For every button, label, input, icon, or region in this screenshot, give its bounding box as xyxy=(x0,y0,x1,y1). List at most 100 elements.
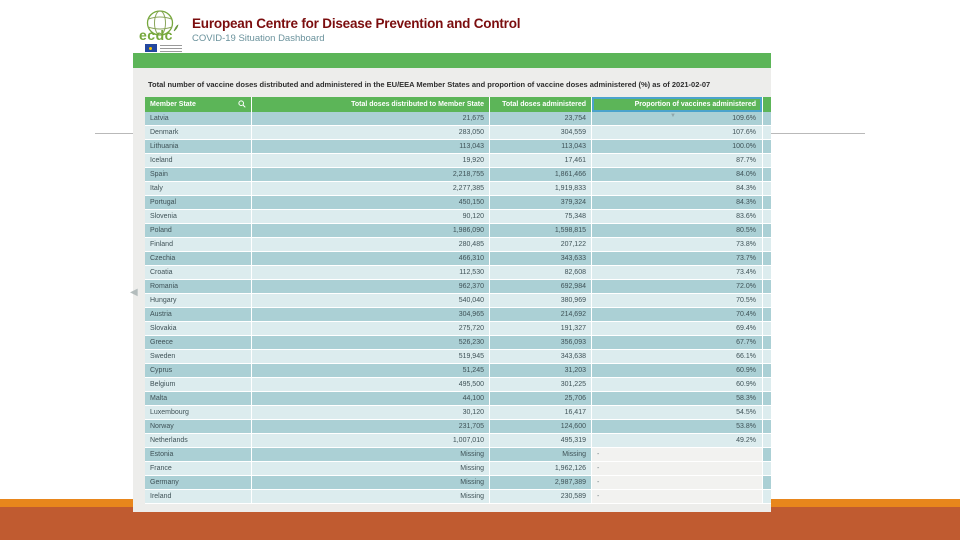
table-row[interactable]: Spain 2,218,755 1,861,466 84.0% xyxy=(145,168,771,182)
table-row[interactable]: Czechia 466,310 343,633 73.7% xyxy=(145,252,771,266)
column-header-proportion-selected[interactable]: Proportion of vaccines administered xyxy=(592,97,763,112)
proportion-cell: 54.5% xyxy=(592,406,763,420)
table-row[interactable]: France Missing 1,962,126 - xyxy=(145,462,771,476)
member-state-cell: Romania xyxy=(145,280,252,294)
member-state-cell: Slovakia xyxy=(145,322,252,336)
vaccine-table: Member State Total doses distributed to … xyxy=(145,97,771,504)
scrollbar-track-cell[interactable] xyxy=(763,168,771,182)
doses-administered-cell: 23,754 xyxy=(490,112,592,126)
table-row[interactable]: Germany Missing 2,987,389 - xyxy=(145,476,771,490)
scrollbar-track-cell[interactable] xyxy=(763,378,771,392)
table-row[interactable]: Portugal 450,150 379,324 84.3% xyxy=(145,196,771,210)
table-row[interactable]: Poland 1,986,090 1,598,815 80.5% xyxy=(145,224,771,238)
proportion-cell: 70.4% xyxy=(592,308,763,322)
member-state-cell: Cyprus xyxy=(145,364,252,378)
proportion-cell: 73.4% xyxy=(592,266,763,280)
doses-administered-cell: 301,225 xyxy=(490,378,592,392)
table-row[interactable]: Slovakia 275,720 191,327 69.4% xyxy=(145,322,771,336)
doses-administered-cell: 380,969 xyxy=(490,294,592,308)
table-row[interactable]: Slovenia 90,120 75,348 83.6% xyxy=(145,210,771,224)
member-state-cell: Greece xyxy=(145,336,252,350)
ecdc-logo-text: ecdc xyxy=(139,27,173,43)
table-row[interactable]: Sweden 519,945 343,638 66.1% xyxy=(145,350,771,364)
scrollbar-track-cell[interactable] xyxy=(763,280,771,294)
proportion-cell: 84.0% xyxy=(592,168,763,182)
table-row[interactable]: Estonia Missing Missing - xyxy=(145,448,771,462)
member-state-cell: Poland xyxy=(145,224,252,238)
doses-administered-cell: 82,608 xyxy=(490,266,592,280)
table-row[interactable]: Italy 2,277,385 1,919,833 84.3% xyxy=(145,182,771,196)
table-row[interactable]: Netherlands 1,007,010 495,319 49.2% xyxy=(145,434,771,448)
scrollbar-track-cell[interactable] xyxy=(763,448,771,462)
table-row[interactable]: Finland 280,485 207,122 73.8% xyxy=(145,238,771,252)
table-row[interactable]: Greece 526,230 356,093 67.7% xyxy=(145,336,771,350)
scrollbar-track-cell[interactable] xyxy=(763,294,771,308)
scrollbar-track-cell[interactable] xyxy=(763,126,771,140)
doses-administered-cell: 343,638 xyxy=(490,350,592,364)
scrollbar-track-cell[interactable] xyxy=(763,476,771,490)
table-row[interactable]: Belgium 495,500 301,225 60.9% xyxy=(145,378,771,392)
scrollbar-track-cell[interactable] xyxy=(763,154,771,168)
doses-administered-cell: 495,319 xyxy=(490,434,592,448)
scrollbar-track-cell[interactable] xyxy=(763,182,771,196)
scrollbar-track-cell[interactable] xyxy=(763,392,771,406)
member-state-cell: Portugal xyxy=(145,196,252,210)
doses-distributed-cell: 44,100 xyxy=(252,392,490,406)
scrollbar-track-cell[interactable] xyxy=(763,462,771,476)
table-row[interactable]: Romania 962,370 692,984 72.0% xyxy=(145,280,771,294)
scrollbar-track-cell[interactable] xyxy=(763,252,771,266)
scrollbar-track-cell[interactable] xyxy=(763,238,771,252)
proportion-cell: 87.7% xyxy=(592,154,763,168)
doses-distributed-cell: 112,530 xyxy=(252,266,490,280)
doses-administered-cell: 191,327 xyxy=(490,322,592,336)
table-header-row: Member State Total doses distributed to … xyxy=(145,97,771,112)
table-row[interactable]: Cyprus 51,245 31,203 60.9% xyxy=(145,364,771,378)
table-row[interactable]: Hungary 540,040 380,969 70.5% xyxy=(145,294,771,308)
doses-administered-cell: 2,987,389 xyxy=(490,476,592,490)
scrollbar-track-cell[interactable] xyxy=(763,420,771,434)
doses-distributed-cell: 30,120 xyxy=(252,406,490,420)
scrollbar-track-cell[interactable] xyxy=(763,210,771,224)
doses-distributed-cell: Missing xyxy=(252,448,490,462)
table-row[interactable]: Malta 44,100 25,706 58.3% xyxy=(145,392,771,406)
scrollbar-track-cell[interactable] xyxy=(763,350,771,364)
column-header-doses-distributed[interactable]: Total doses distributed to Member State xyxy=(252,97,490,112)
table-row[interactable]: Ireland Missing 230,589 - xyxy=(145,490,771,504)
table-row[interactable]: Latvia 21,675 23,754 109.6% xyxy=(145,112,771,126)
member-state-cell: Slovenia xyxy=(145,210,252,224)
search-icon[interactable] xyxy=(238,100,246,108)
scrollbar-track-cell[interactable] xyxy=(763,322,771,336)
scrollbar-track-cell[interactable] xyxy=(763,336,771,350)
doses-administered-cell: 1,919,833 xyxy=(490,182,592,196)
table-row[interactable]: Iceland 19,920 17,461 87.7% xyxy=(145,154,771,168)
proportion-cell: 107.6% xyxy=(592,126,763,140)
proportion-cell: 66.1% xyxy=(592,350,763,364)
doses-administered-cell: 124,600 xyxy=(490,420,592,434)
scrollbar-track-cell[interactable] xyxy=(763,490,771,504)
table-row[interactable]: Croatia 112,530 82,608 73.4% xyxy=(145,266,771,280)
scrollbar-track-cell[interactable] xyxy=(763,224,771,238)
scrollbar-track-cell[interactable] xyxy=(763,434,771,448)
scrollbar-track-cell[interactable] xyxy=(763,112,771,126)
scrollbar-track-cell[interactable] xyxy=(763,266,771,280)
member-state-cell: Croatia xyxy=(145,266,252,280)
doses-distributed-cell: 962,370 xyxy=(252,280,490,294)
table-row[interactable]: Luxembourg 30,120 16,417 54.5% xyxy=(145,406,771,420)
doses-administered-cell: 379,324 xyxy=(490,196,592,210)
doses-administered-cell: 17,461 xyxy=(490,154,592,168)
table-row[interactable]: Norway 231,705 124,600 53.8% xyxy=(145,420,771,434)
table-row[interactable]: Austria 304,965 214,692 70.4% xyxy=(145,308,771,322)
doses-distributed-cell: 2,218,755 xyxy=(252,168,490,182)
table-row[interactable]: Denmark 283,050 304,559 107.6% xyxy=(145,126,771,140)
scrollbar-track-cell[interactable] xyxy=(763,140,771,154)
table-row[interactable]: Lithuania 113,043 113,043 100.0% xyxy=(145,140,771,154)
scrollbar-track-cell[interactable] xyxy=(763,406,771,420)
scrollbar-track-cell[interactable] xyxy=(763,196,771,210)
scrollbar-track-cell[interactable] xyxy=(763,364,771,378)
doses-distributed-cell: 1,007,010 xyxy=(252,434,490,448)
column-header-doses-administered[interactable]: Total doses administered xyxy=(490,97,592,112)
scrollbar-track-cell[interactable] xyxy=(763,308,771,322)
column-header-member-state[interactable]: Member State xyxy=(145,97,252,112)
doses-distributed-cell: 113,043 xyxy=(252,140,490,154)
collapse-left-icon[interactable]: ◀ xyxy=(130,287,138,298)
